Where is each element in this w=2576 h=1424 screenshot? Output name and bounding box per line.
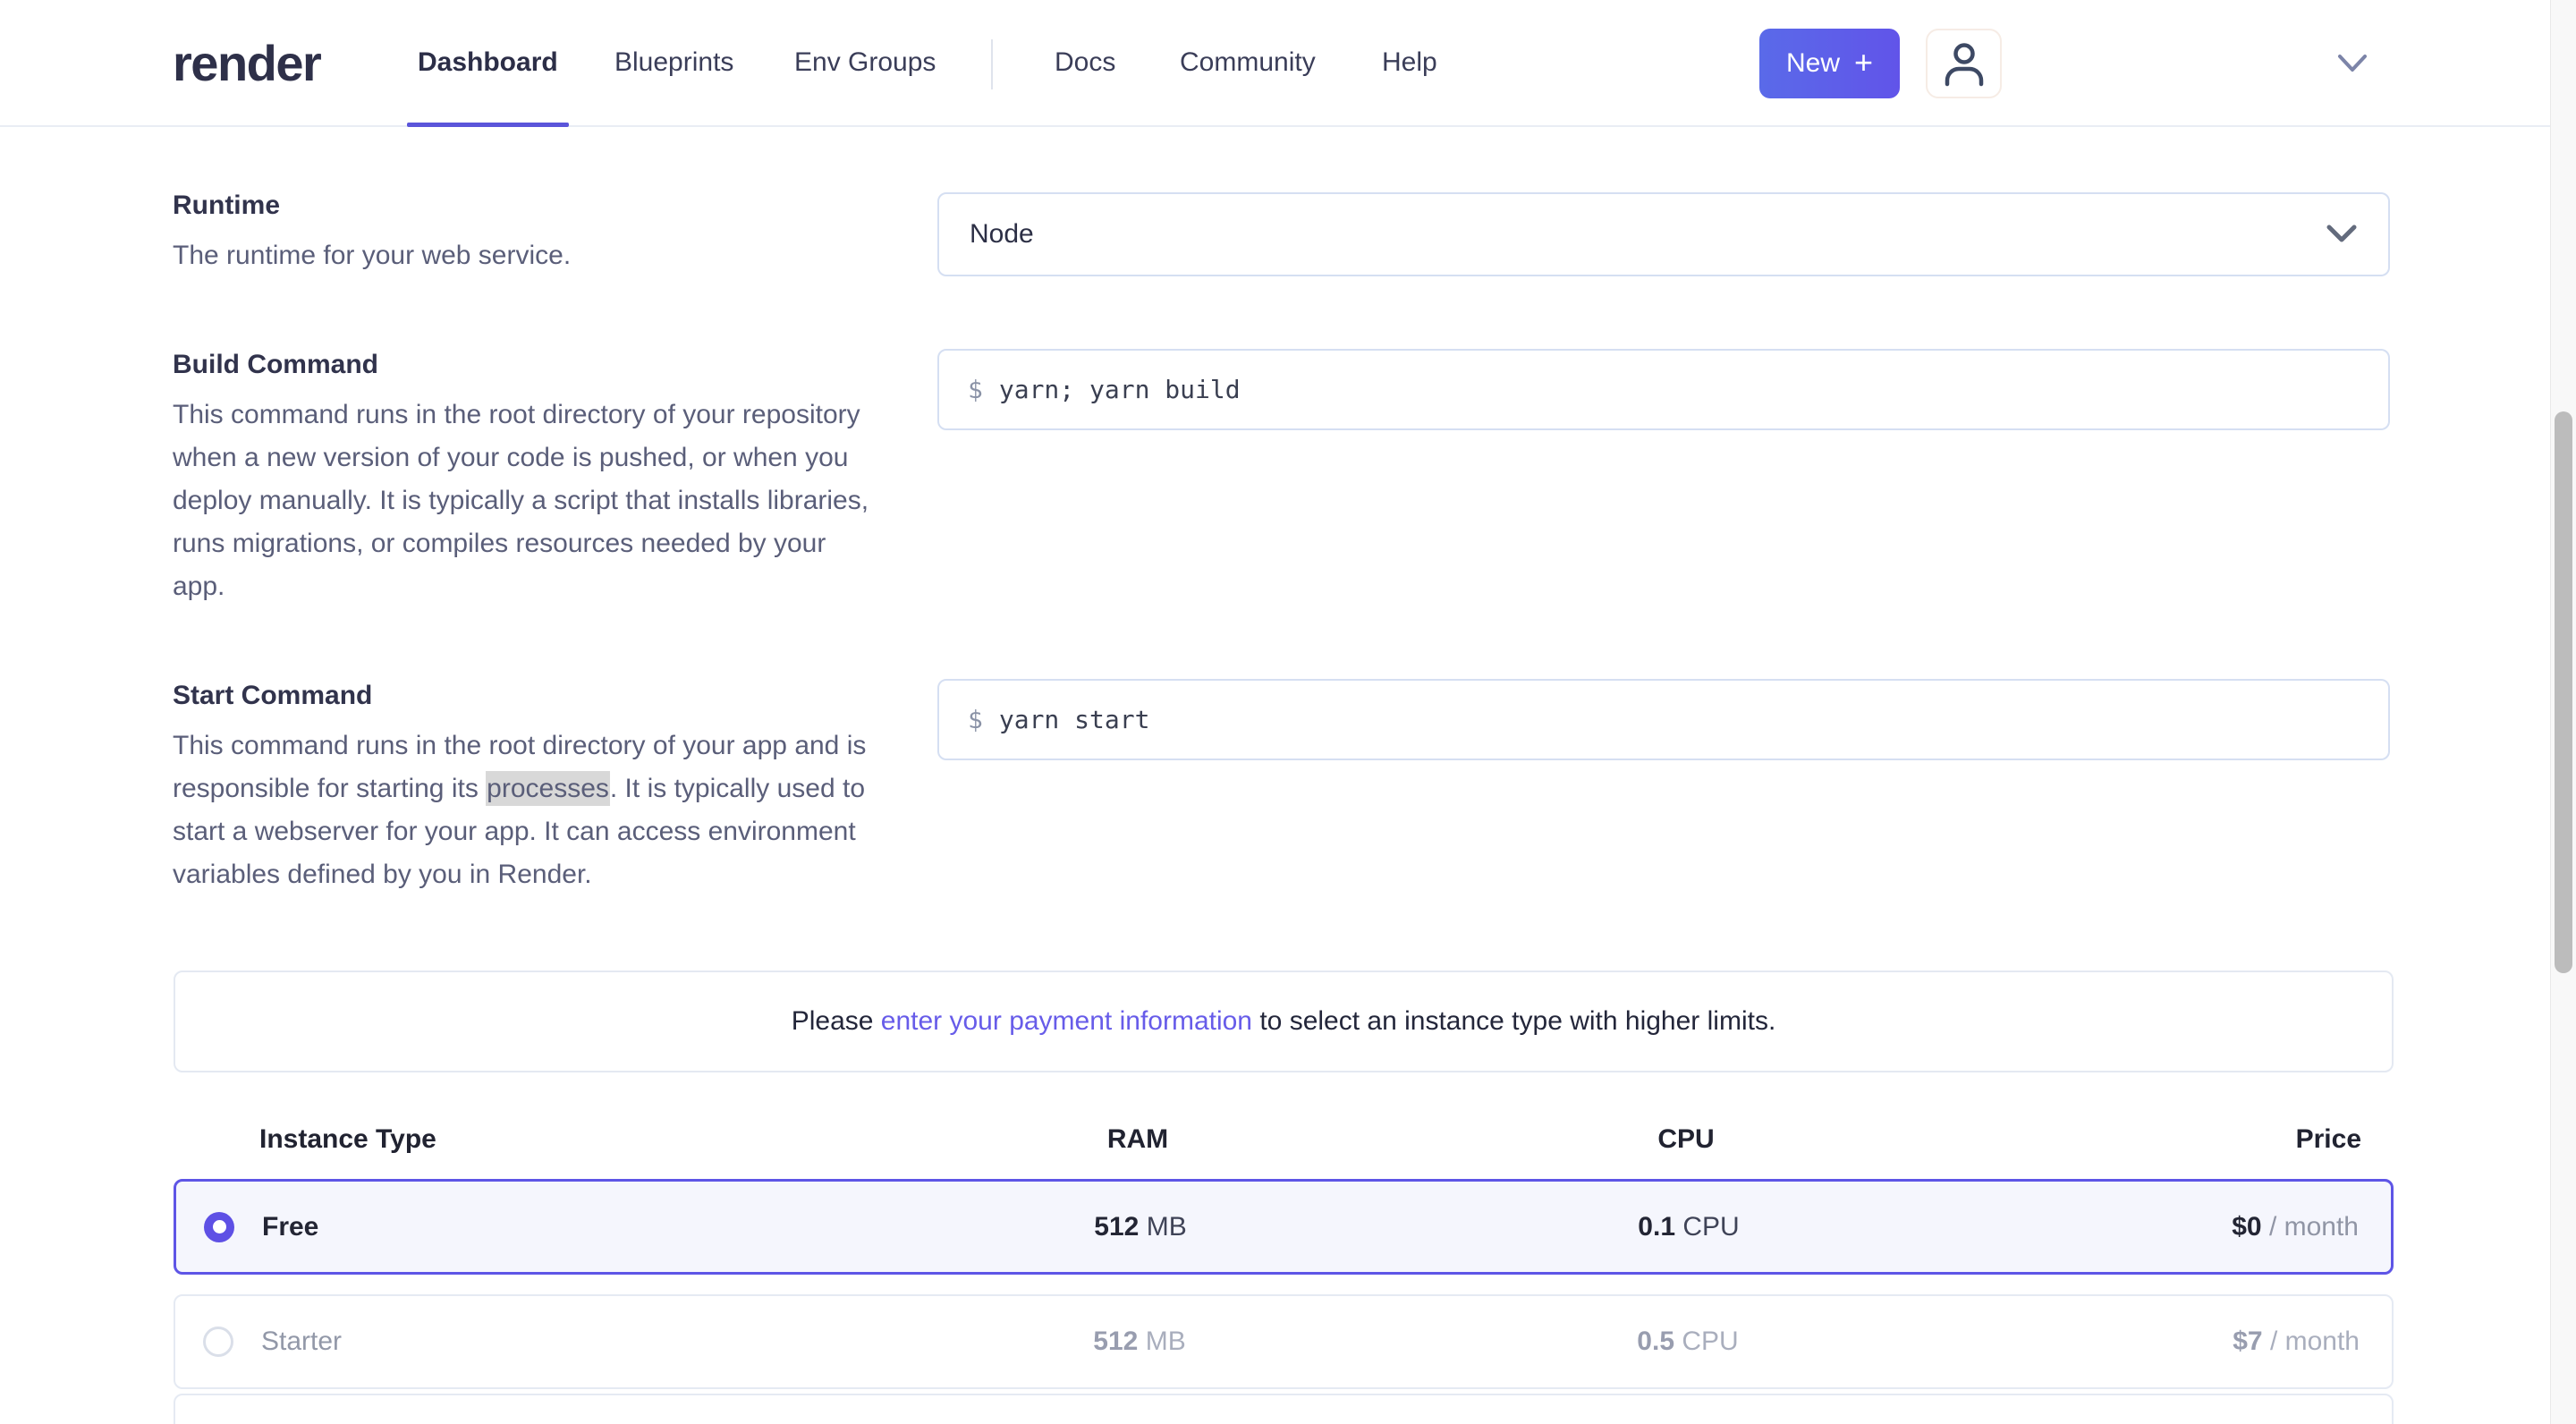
radio-cell <box>176 1211 262 1242</box>
cpu-value: 0.1 <box>1638 1211 1676 1242</box>
active-tab-indicator <box>407 123 569 127</box>
instance-name: Starter <box>261 1327 343 1356</box>
build-command-field-info: Build Command This command runs in the r… <box>173 349 879 608</box>
instance-cpu: 0.5 CPU <box>1390 1327 1986 1357</box>
nav-link-help[interactable]: Help <box>1373 0 1446 125</box>
start-command-description-after: . It is typically used to start a webser… <box>173 774 866 889</box>
radio-cell <box>175 1327 261 1357</box>
ram-value: 512 <box>1093 1327 1139 1356</box>
nav-link-help-label: Help <box>1382 47 1437 77</box>
payment-information-link[interactable]: enter your payment information <box>880 1006 1252 1036</box>
build-command-input[interactable]: $ yarn; yarn build <box>937 349 2390 430</box>
runtime-field-info: Runtime The runtime for your web service… <box>173 190 879 277</box>
radio-dot <box>212 1220 226 1233</box>
nav-link-docs-label: Docs <box>1055 47 1116 77</box>
runtime-select-value: Node <box>970 219 1034 249</box>
header-price: Price <box>2295 1124 2361 1154</box>
shell-prompt: $ <box>968 375 983 404</box>
nav-link-community-label: Community <box>1180 47 1316 77</box>
cpu-value: 0.5 <box>1637 1327 1675 1356</box>
plus-icon: + <box>1853 43 1874 81</box>
runtime-description: The runtime for your web service. <box>173 241 572 270</box>
instance-cpu: 0.1 CPU <box>1391 1212 1987 1242</box>
ram-unit: MB <box>1145 1327 1186 1356</box>
instance-row-free[interactable]: Free 512 MB 0.1 CPU $0 / month <box>174 1179 2394 1275</box>
start-command-label: Start Command <box>173 681 373 710</box>
nav-link-community[interactable]: Community <box>1171 0 1325 125</box>
build-command-label: Build Command <box>173 350 378 379</box>
price-unit: / month <box>2269 1327 2360 1356</box>
tab-blueprints-label: Blueprints <box>614 47 734 77</box>
nav-link-docs[interactable]: Docs <box>1046 0 1124 125</box>
new-button[interactable]: New + <box>1759 29 1900 98</box>
start-command-description-highlight: processes <box>486 771 610 806</box>
tab-dashboard[interactable]: Dashboard <box>407 0 569 127</box>
payment-notice-banner: Please enter your payment information to… <box>174 971 2394 1072</box>
new-button-label: New <box>1785 48 1840 78</box>
instance-ram: 512 MB <box>890 1212 1391 1242</box>
start-command-value: yarn start <box>998 705 1150 734</box>
build-command-value: yarn; yarn build <box>998 375 1241 404</box>
instance-price: $0 / month <box>1987 1212 2359 1242</box>
header-instance-type: Instance Type <box>259 1124 436 1154</box>
price-value: $0 <box>2232 1211 2262 1242</box>
shell-prompt: $ <box>968 705 983 734</box>
instance-row-starter[interactable]: Starter 512 MB 0.5 CPU $7 / month <box>174 1294 2394 1389</box>
runtime-label: Runtime <box>173 191 280 220</box>
account-menu-chevron[interactable] <box>2333 47 2372 81</box>
tab-dashboard-label: Dashboard <box>418 47 558 77</box>
header-ram: RAM <box>1106 1124 1169 1154</box>
chevron-down-icon <box>2338 55 2367 72</box>
payment-notice-text: Please enter your payment information to… <box>792 1006 1776 1037</box>
radio-selected-icon[interactable] <box>204 1211 234 1242</box>
instance-ram: 512 MB <box>889 1327 1390 1357</box>
payment-notice-suffix: to select an instance type with higher l… <box>1252 1006 1776 1036</box>
runtime-select[interactable]: Node <box>937 192 2390 276</box>
instance-table-header: Instance Type RAM CPU Price <box>174 1120 2394 1159</box>
scrollbar-thumb[interactable] <box>2555 411 2572 973</box>
cpu-unit: CPU <box>1682 1211 1740 1242</box>
start-command-description: This command runs in the root directory … <box>173 725 879 896</box>
ram-unit: MB <box>1146 1211 1187 1242</box>
payment-notice-prefix: Please <box>791 1006 881 1036</box>
start-command-field-info: Start Command This command runs in the r… <box>173 680 879 896</box>
cpu-unit: CPU <box>1682 1327 1739 1356</box>
tab-env-groups-label: Env Groups <box>794 47 936 77</box>
price-value: $7 <box>2233 1327 2263 1356</box>
build-command-description: This command runs in the root directory … <box>173 400 869 601</box>
select-chevron-down-icon <box>2326 225 2357 242</box>
scrollbar-track[interactable] <box>2550 0 2576 1424</box>
instance-row-partial[interactable] <box>174 1394 2394 1424</box>
user-icon <box>1945 43 1983 87</box>
instance-price: $7 / month <box>1986 1327 2360 1357</box>
render-logo[interactable]: render <box>173 34 322 91</box>
tab-env-groups[interactable]: Env Groups <box>784 0 946 125</box>
radio-unselected-icon[interactable] <box>203 1327 233 1357</box>
start-command-input[interactable]: $ yarn start <box>937 679 2390 760</box>
price-unit: / month <box>2268 1211 2359 1242</box>
top-nav: render Dashboard Blueprints Env Groups D… <box>0 0 2550 127</box>
account-avatar-button[interactable] <box>1926 29 2002 98</box>
nav-divider <box>991 39 993 89</box>
instance-name: Free <box>262 1211 319 1242</box>
tab-blueprints[interactable]: Blueprints <box>604 0 744 125</box>
header-cpu: CPU <box>1657 1124 1715 1154</box>
ram-value: 512 <box>1094 1211 1140 1242</box>
start-command-description-before: This command runs in the root directory … <box>173 731 867 803</box>
